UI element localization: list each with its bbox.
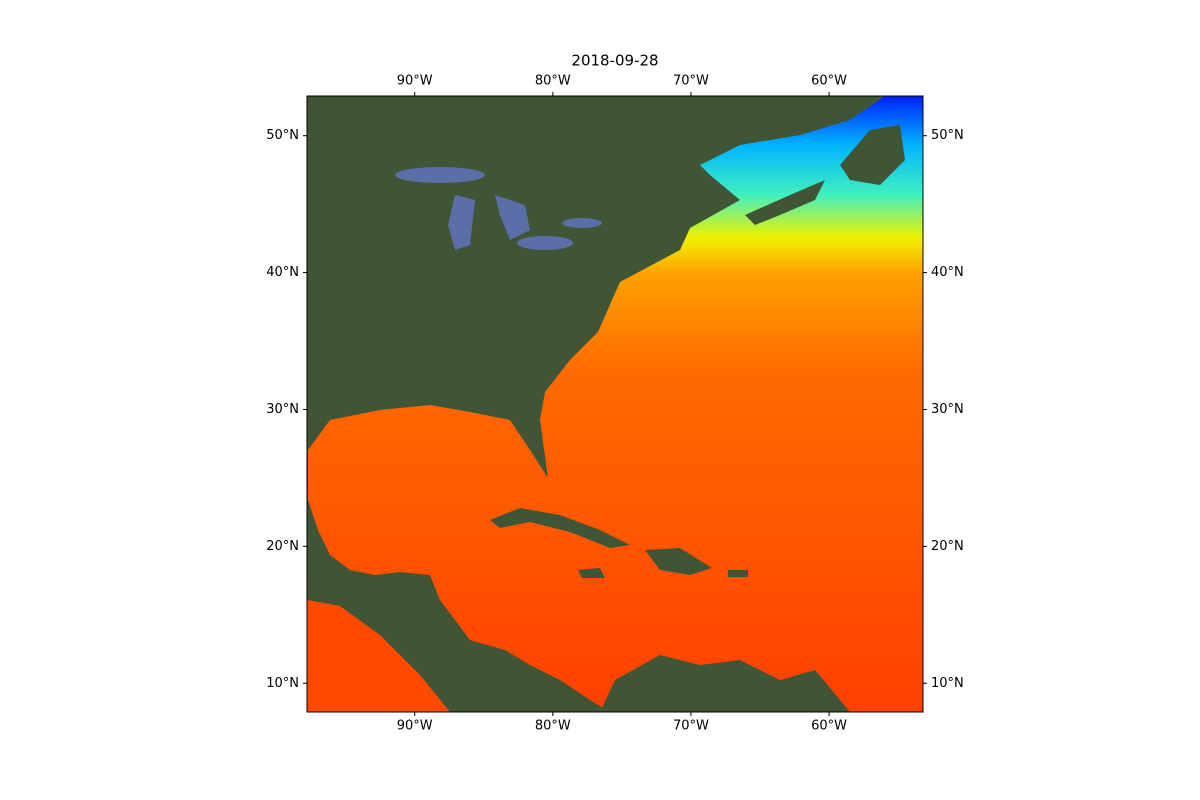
y-tick-label-left: 20°N — [266, 539, 299, 554]
lake-huron — [495, 195, 530, 240]
puerto-rico — [728, 570, 748, 577]
map-title: 2018-09-28 — [571, 52, 658, 70]
lake-michigan — [448, 195, 475, 250]
y-tick-label-right: 10°N — [931, 676, 964, 691]
pacific-ocean — [307, 600, 450, 712]
nova-scotia — [745, 180, 825, 225]
jamaica — [578, 568, 605, 578]
atlantic-ocean — [308, 96, 923, 712]
y-tick-label-left: 50°N — [266, 128, 299, 143]
cuba — [490, 508, 630, 548]
map-imagery — [307, 96, 923, 712]
map-frame — [306, 95, 924, 713]
y-tick-label-left: 40°N — [266, 265, 299, 280]
x-tick-label-top: 90°W — [397, 74, 433, 89]
y-tick-label-left: 30°N — [266, 402, 299, 417]
hispaniola — [645, 548, 712, 575]
y-tick-label-right: 40°N — [931, 265, 964, 280]
south-america — [600, 655, 850, 712]
lake-superior — [395, 167, 485, 183]
x-tick-label-top: 70°W — [673, 74, 709, 89]
lake-erie — [517, 236, 573, 250]
y-tick-label-right: 50°N — [931, 128, 964, 143]
x-tick-label-top: 60°W — [811, 74, 847, 89]
x-tick-label-bottom: 80°W — [535, 719, 571, 734]
x-tick-label-bottom: 90°W — [397, 719, 433, 734]
x-tick-label-bottom: 60°W — [811, 719, 847, 734]
y-tick-label-left: 10°N — [266, 676, 299, 691]
lake-ontario — [562, 218, 602, 228]
newfoundland — [840, 125, 905, 185]
y-tick-label-right: 30°N — [931, 402, 964, 417]
y-tick-label-right: 20°N — [931, 539, 964, 554]
x-tick-label-bottom: 70°W — [673, 719, 709, 734]
x-tick-label-top: 80°W — [535, 74, 571, 89]
